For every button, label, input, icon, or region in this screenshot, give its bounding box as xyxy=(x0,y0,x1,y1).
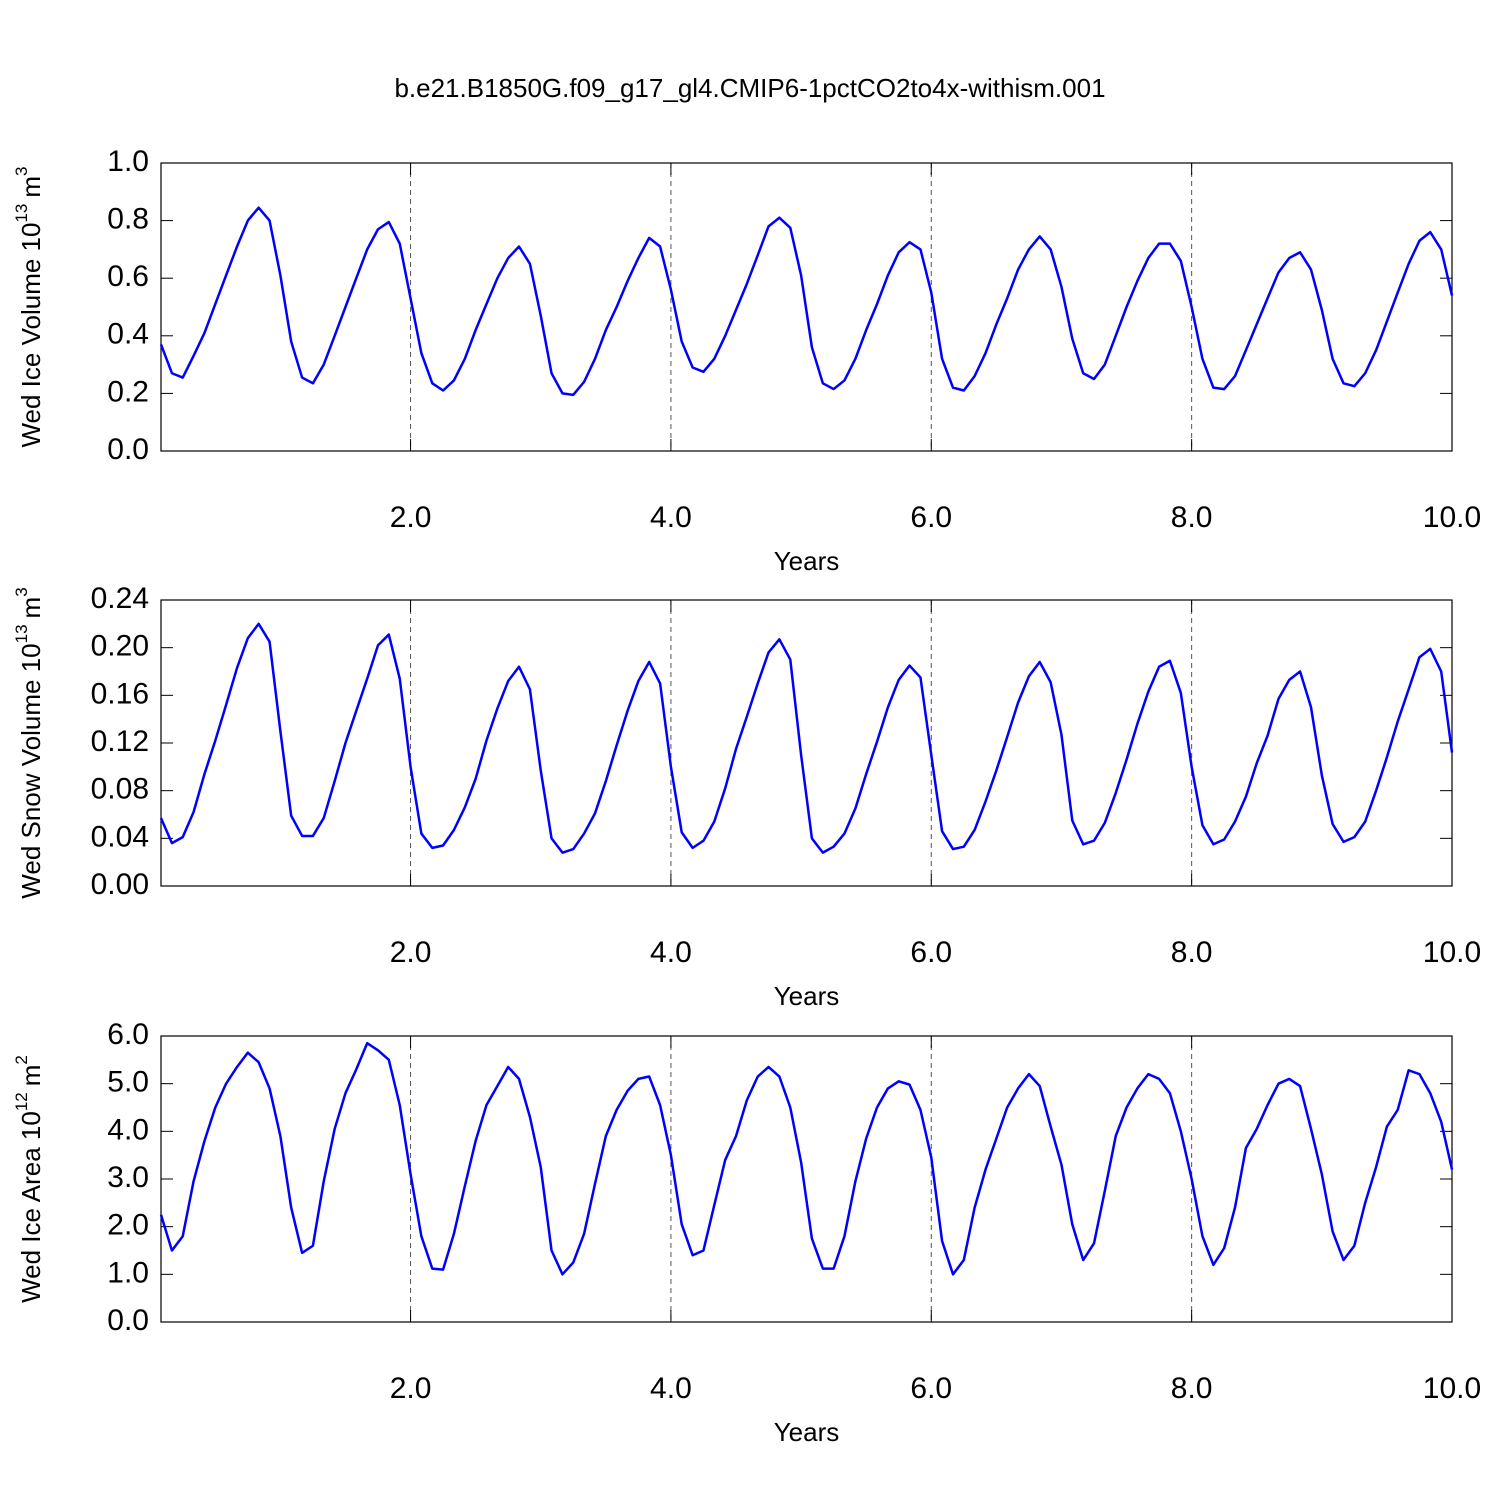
x-tick-label: 6.0 xyxy=(910,501,952,534)
y-axis-label-part: 3 xyxy=(12,166,31,175)
y-tick-label: 0.6 xyxy=(107,260,149,293)
x-tick-label: 8.0 xyxy=(1171,501,1213,534)
data-line xyxy=(159,1041,1454,1276)
y-tick-label: 0.08 xyxy=(91,773,149,806)
chart-title: b.e21.B1850G.f09_g17_gl4.CMIP6-1pctCO2to… xyxy=(394,73,1105,103)
y-tick-label: 0.0 xyxy=(107,1304,149,1337)
y-axis-label-part: 2 xyxy=(12,1055,31,1064)
x-tick-label: 10.0 xyxy=(1423,936,1481,969)
y-axis-label-part: 13 xyxy=(12,624,31,643)
x-axis-label: Years xyxy=(774,1417,840,1447)
y-tick-label: 0.04 xyxy=(91,820,149,853)
y-axis-label: Wed Snow Volume 1013 m3 xyxy=(12,587,45,898)
x-tick-label: 6.0 xyxy=(910,936,952,969)
x-tick-label: 4.0 xyxy=(650,1372,692,1405)
y-tick-label: 0.24 xyxy=(91,582,149,615)
x-axis-label: Years xyxy=(774,981,840,1011)
y-tick-label: 1.0 xyxy=(107,1256,149,1289)
y-axis-label: Wed Ice Area 1012 m2 xyxy=(12,1055,45,1303)
y-tick-label: 3.0 xyxy=(107,1161,149,1194)
y-axis-label-part: m xyxy=(16,1065,46,1087)
y-tick-label: 1.0 xyxy=(107,145,149,178)
y-axis-label-part: Wed Ice Volume 10 xyxy=(16,223,46,448)
y-tick-label: 0.8 xyxy=(107,203,149,236)
y-tick-label: 4.0 xyxy=(107,1113,149,1146)
y-axis-label-part: Wed Ice Area 10 xyxy=(16,1111,46,1303)
data-line xyxy=(159,622,1454,854)
y-tick-label: 0.4 xyxy=(107,318,149,351)
x-tick-label: 6.0 xyxy=(910,1372,952,1405)
data-line xyxy=(159,206,1454,397)
y-axis-label-part: Wed Snow Volume 10 xyxy=(16,643,46,898)
y-tick-label: 6.0 xyxy=(107,1018,149,1051)
x-tick-label: 8.0 xyxy=(1171,936,1213,969)
x-tick-label: 10.0 xyxy=(1423,501,1481,534)
x-tick-label: 2.0 xyxy=(390,501,432,534)
x-tick-label: 8.0 xyxy=(1171,1372,1213,1405)
x-tick-label: 2.0 xyxy=(390,936,432,969)
y-tick-label: 0.20 xyxy=(91,630,149,663)
plot-frame xyxy=(160,599,1453,887)
y-tick-label: 0.2 xyxy=(107,375,149,408)
y-tick-label: 5.0 xyxy=(107,1066,149,1099)
y-tick-label: 0.12 xyxy=(91,725,149,758)
x-tick-label: 2.0 xyxy=(390,1372,432,1405)
y-axis-label-part: 13 xyxy=(12,204,31,223)
y-axis-label-part: m xyxy=(16,597,46,619)
y-axis-label-part: m xyxy=(16,176,46,198)
plot-frame xyxy=(160,162,1453,452)
y-axis-label: Wed Ice Volume 1013 m3 xyxy=(12,166,45,447)
x-tick-label: 10.0 xyxy=(1423,1372,1481,1405)
x-axis-label: Years xyxy=(774,546,840,576)
plot-frame xyxy=(160,1035,1453,1323)
y-tick-label: 2.0 xyxy=(107,1209,149,1242)
y-tick-label: 0.16 xyxy=(91,677,149,710)
x-tick-label: 4.0 xyxy=(650,936,692,969)
y-tick-label: 0.0 xyxy=(107,433,149,466)
x-tick-label: 4.0 xyxy=(650,501,692,534)
y-tick-label: 0.00 xyxy=(91,868,149,901)
y-axis-label-part: 12 xyxy=(12,1092,31,1111)
y-axis-label-part: 3 xyxy=(12,587,31,596)
